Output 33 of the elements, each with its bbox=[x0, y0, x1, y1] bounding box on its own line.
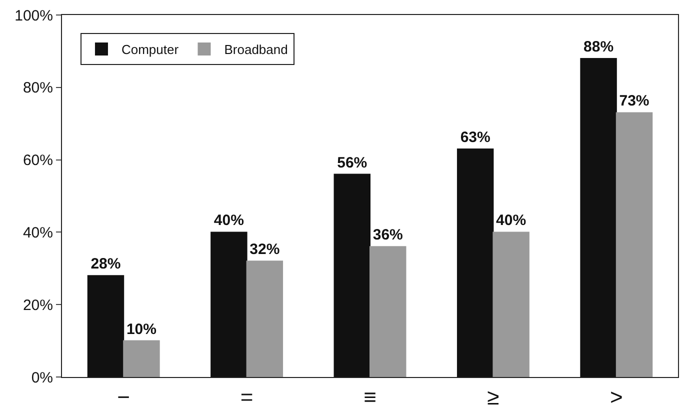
bar bbox=[616, 112, 653, 377]
y-tick-label: 0% bbox=[31, 369, 53, 386]
y-tick-label: 60% bbox=[22, 152, 53, 170]
legend-label: Broadband bbox=[224, 42, 288, 58]
data-label: 88% bbox=[584, 38, 614, 56]
x-tick-label: = bbox=[240, 384, 254, 407]
x-tick-label: ≥ bbox=[487, 384, 500, 407]
bar bbox=[334, 174, 370, 377]
bar bbox=[123, 340, 160, 377]
data-label: 28% bbox=[90, 256, 121, 273]
bar bbox=[87, 275, 124, 377]
bar bbox=[370, 246, 406, 377]
bar bbox=[456, 148, 494, 377]
y-tick-label: 40% bbox=[22, 224, 53, 242]
data-label: 40% bbox=[496, 212, 526, 230]
data-label: 63% bbox=[460, 128, 490, 146]
x-tick-label: − bbox=[117, 384, 130, 407]
legend-label: Computer bbox=[121, 42, 180, 58]
y-tick-label: 100% bbox=[14, 7, 53, 24]
y-tick-label: 20% bbox=[22, 296, 53, 314]
data-label: 32% bbox=[250, 241, 280, 258]
data-label: 56% bbox=[337, 154, 368, 172]
y-tick-label: 80% bbox=[22, 80, 53, 97]
x-tick-label: ≡ bbox=[364, 384, 376, 407]
bar bbox=[580, 58, 617, 377]
data-label: 73% bbox=[619, 92, 650, 110]
bar bbox=[492, 232, 530, 377]
bar bbox=[210, 232, 248, 377]
data-label: 40% bbox=[214, 212, 244, 230]
data-label: 10% bbox=[126, 320, 156, 338]
data-label: 36% bbox=[372, 226, 403, 244]
x-tick-label: > bbox=[610, 384, 623, 407]
bar bbox=[246, 260, 284, 377]
